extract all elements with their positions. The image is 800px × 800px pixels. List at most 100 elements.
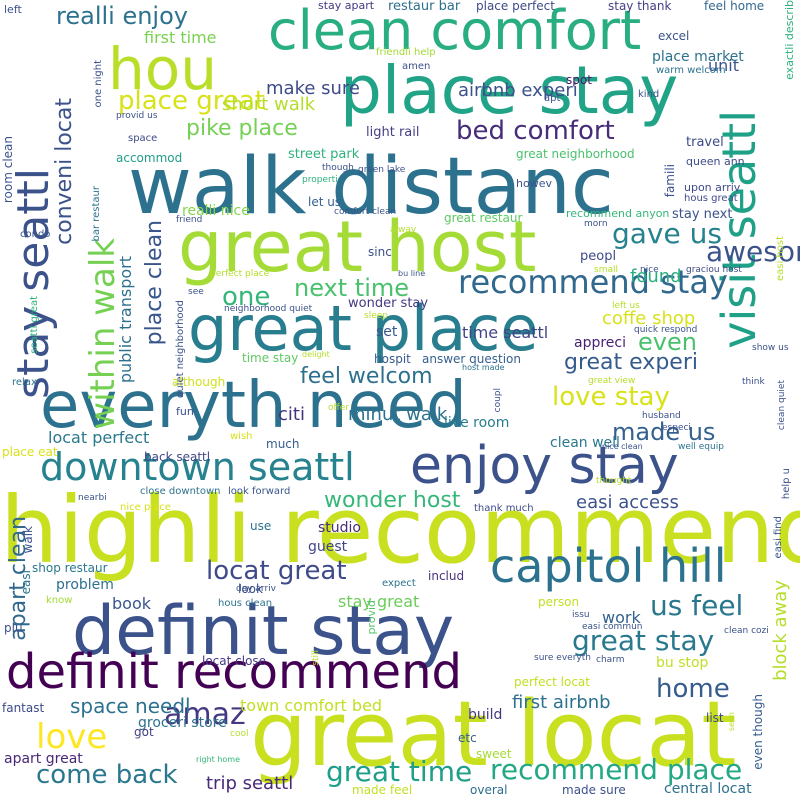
- cloud-word-minut-walk: minut walk: [348, 404, 448, 425]
- cloud-word-exactli-describ: exactli describ: [783, 0, 796, 80]
- cloud-word-easi-access: easi access: [576, 492, 679, 513]
- cloud-word-neighborhood-quiet: neighborhood quiet: [224, 304, 313, 314]
- cloud-word-one-night: one night: [93, 60, 104, 108]
- cloud-word-wonder-host: wonder host: [324, 488, 461, 513]
- cloud-word-howev: howev: [516, 177, 552, 190]
- cloud-word-stay-apart: stay apart: [318, 0, 375, 12]
- cloud-word-perfect-place: perfect place: [210, 269, 270, 279]
- cloud-word-travel: travel: [686, 135, 724, 150]
- cloud-word-even-though: even though: [751, 694, 765, 770]
- cloud-word-easi-commun: easi commun: [582, 622, 643, 632]
- cloud-word-think: think: [742, 377, 765, 387]
- cloud-word-unit: unit: [708, 56, 739, 75]
- cloud-word-within-walk: within walk: [83, 238, 123, 430]
- cloud-word-enjoy-stay: enjoy stay: [410, 436, 679, 496]
- cloud-word-relax: relax: [12, 377, 37, 388]
- cloud-word-got: got: [134, 725, 154, 739]
- cloud-word-nice-clean: nice clean: [602, 442, 643, 451]
- cloud-word-issu: issu: [572, 610, 590, 620]
- cloud-word-stay-great: stay great: [338, 592, 420, 611]
- cloud-word-left: left: [4, 3, 22, 16]
- cloud-word-apt: apt: [544, 93, 561, 104]
- cloud-word-great-neighborhood: great neighborhood: [516, 147, 635, 161]
- cloud-word-fun: fun: [176, 405, 194, 418]
- cloud-word-shop-restaur: shop restaur: [32, 561, 108, 575]
- cloud-word-realli-nice: realli nice: [182, 203, 250, 219]
- cloud-word-build: build: [468, 707, 503, 723]
- cloud-word-home: home: [656, 674, 730, 704]
- cloud-word-great-locat: great locat: [250, 682, 737, 787]
- cloud-word-locat-close: locat close: [202, 654, 267, 668]
- cloud-word-well-equip: well equip: [678, 442, 724, 452]
- cloud-word-great-view: great view: [588, 376, 636, 386]
- cloud-word-provid-us: provid us: [116, 111, 158, 121]
- cloud-word-locat-great: locat great: [206, 556, 347, 586]
- cloud-word-still: still: [311, 650, 321, 666]
- cloud-word-hous-clean: hous clean: [218, 598, 273, 609]
- cloud-word-definit-stay: definit stay: [72, 592, 455, 671]
- cloud-word-make-sure: make sure: [266, 78, 361, 99]
- cloud-word-condo: condo: [20, 229, 51, 240]
- cloud-word-stay-next: stay next: [672, 207, 733, 222]
- cloud-word-includ: includ: [428, 569, 465, 583]
- cloud-word-stay-seattl: stay seattl: [8, 168, 59, 399]
- cloud-word-conveni-locat: conveni locat: [52, 98, 77, 245]
- cloud-word-plu: plu: [4, 621, 23, 635]
- cloud-word-bar-restaur: bar restaur: [91, 186, 102, 242]
- cloud-word-graciou-host: graciou host: [686, 265, 742, 275]
- cloud-word-bed-comfort: bed comfort: [456, 116, 615, 146]
- cloud-word-problem: problem: [56, 577, 114, 593]
- cloud-word-recommend-place: recommend place: [490, 753, 743, 786]
- cloud-word-clean-quiet: clean quiet: [777, 380, 787, 431]
- cloud-word-offer: offer: [328, 403, 349, 413]
- cloud-word-bu-stop: bu stop: [656, 655, 709, 671]
- cloud-word-space-needl: space needl: [70, 694, 191, 718]
- cloud-word-airbnb-experi: airbnb experi: [458, 80, 578, 101]
- cloud-word-place-eat: place eat: [2, 445, 58, 459]
- cloud-word-fantast: fantast: [2, 701, 45, 715]
- cloud-word-expect: expect: [382, 578, 416, 589]
- cloud-word-right-home: right home: [196, 755, 241, 764]
- cloud-word-person: person: [538, 595, 580, 609]
- cloud-word-thought: thought: [596, 476, 632, 486]
- cloud-word-list: list: [706, 711, 724, 725]
- cloud-word-seattl-great: seattl great: [29, 296, 40, 354]
- cloud-word-morn: morn: [584, 219, 608, 229]
- cloud-word-husband: husband: [642, 411, 681, 421]
- cloud-word-overal: overal: [470, 783, 508, 797]
- cloud-word-easi-host: easi host: [775, 236, 786, 282]
- cloud-word-first-airbnb: first airbnb: [512, 692, 611, 713]
- cloud-word-perfect-locat: perfect locat: [514, 675, 590, 689]
- cloud-word-time-seattl: time seattl: [462, 323, 549, 342]
- cloud-word-town-comfort-bed: town comfort bed: [240, 696, 383, 715]
- cloud-word-clean-comfort: clean comfort: [268, 0, 642, 62]
- cloud-word-delight: delight: [302, 350, 330, 359]
- cloud-word-back-seattl: back seattl: [144, 450, 211, 464]
- cloud-word-apart-great: apart great: [4, 751, 83, 767]
- cloud-word-nearbi: nearbi: [78, 493, 107, 503]
- cloud-word-day-arriv: day arriv: [236, 584, 276, 594]
- cloud-word-street-park: street park: [288, 147, 360, 162]
- cloud-word-left-us: left us: [612, 301, 640, 311]
- cloud-word-made-us: made us: [612, 418, 716, 446]
- cloud-word-much: much: [266, 437, 300, 451]
- cloud-word-great-experi: great experi: [564, 350, 698, 375]
- cloud-word-come-back: come back: [36, 760, 178, 790]
- cloud-word-set: set: [376, 324, 398, 340]
- cloud-word-everyth-need: everyth need: [40, 369, 467, 443]
- cloud-word-trip-seattl: trip seattl: [206, 773, 294, 794]
- cloud-word-even: even: [638, 328, 697, 356]
- cloud-word-use: use: [250, 519, 272, 533]
- cloud-word-charm: charm: [596, 655, 625, 665]
- cloud-word-know: know: [46, 595, 73, 606]
- cloud-word-alway: alway: [390, 225, 417, 235]
- cloud-word-central-locat: central locat: [664, 781, 752, 797]
- cloud-word-friend: friend: [176, 215, 203, 225]
- cloud-word-walk: walk: [21, 526, 35, 554]
- cloud-word-clean-cozi: clean cozi: [724, 626, 769, 636]
- cloud-word-made-feel: made feel: [352, 783, 413, 797]
- cloud-word-kind: kind: [638, 89, 660, 100]
- cloud-word-recommend-stay: recommend stay: [458, 263, 728, 301]
- cloud-word-comfort-clean: comfort clean: [334, 207, 397, 217]
- cloud-word-room-clean: room clean: [1, 136, 15, 204]
